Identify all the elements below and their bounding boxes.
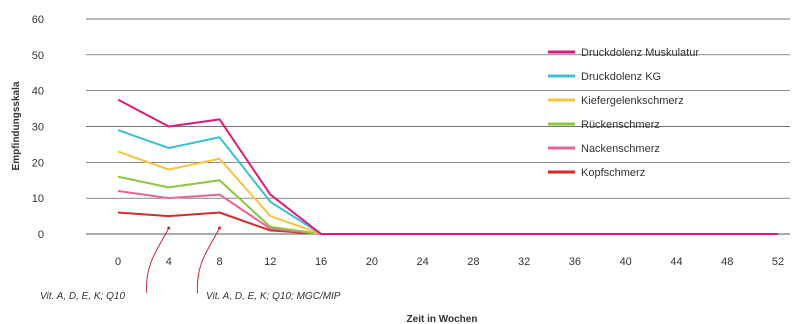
x-tick-label: 32 [518, 256, 530, 268]
x-tick-label: 4 [166, 256, 172, 268]
annotation-pointer [146, 227, 170, 294]
x-tick-label: 52 [772, 256, 784, 268]
annotations: Vit. A, D, E, K; Q10 Vit. A, D, E, K; Q10… [40, 226, 341, 302]
legend-label: Druckdolenz KG [581, 71, 661, 83]
legend-label: Kopfschmerz [581, 167, 645, 179]
x-tick-label: 8 [216, 256, 222, 268]
series-line [117, 150, 778, 235]
y-axis-title: Empfindungsskala [11, 81, 22, 170]
annotation-label: Vit. A, D, E, K; Q10 [40, 291, 125, 302]
y-tick-label: 40 [32, 86, 44, 98]
x-tick-label: 16 [315, 256, 327, 268]
y-tick-label: 0 [38, 229, 44, 241]
legend-label: Nackenschmerz [581, 143, 660, 155]
series-line [117, 98, 778, 235]
series-line [117, 211, 778, 235]
legend: Druckdolenz Muskulatur Druckdolenz KG Kief… [548, 47, 699, 179]
y-tick-label: 60 [32, 14, 44, 26]
x-tick-label: 44 [670, 256, 682, 268]
x-tick-label: 12 [264, 256, 276, 268]
series-line [117, 175, 778, 235]
x-tick-label: 20 [366, 256, 378, 268]
series-line [117, 129, 778, 235]
legend-label: Kiefergelenkschmerz [581, 95, 684, 107]
x-tick-label: 0 [115, 256, 121, 268]
annotation-dot [167, 226, 171, 230]
annotation-label: Vit. A, D, E, K; Q10; MGC/MIP [206, 291, 341, 302]
x-axis-ticks: 0 4 8 12 16 20 24 28 32 36 40 44 48 52 [115, 256, 784, 268]
legend-label: Rückenschmerz [581, 119, 660, 131]
y-tick-label: 20 [32, 157, 44, 169]
y-tick-label: 50 [32, 50, 44, 62]
series-lines [117, 98, 778, 235]
x-tick-label: 48 [721, 256, 733, 268]
y-axis-ticks: 0 10 20 30 40 50 60 [32, 14, 44, 241]
y-tick-label: 10 [32, 193, 44, 205]
annotation-dot [218, 226, 222, 230]
x-tick-label: 36 [569, 256, 581, 268]
x-tick-label: 28 [467, 256, 479, 268]
legend-label: Druckdolenz Muskulatur [581, 47, 699, 59]
annotation-pointer [196, 227, 220, 294]
x-tick-label: 40 [620, 256, 632, 268]
y-tick-label: 30 [32, 122, 44, 134]
x-tick-label: 24 [416, 256, 428, 268]
x-axis-title: Zeit in Wochen [407, 314, 478, 324]
